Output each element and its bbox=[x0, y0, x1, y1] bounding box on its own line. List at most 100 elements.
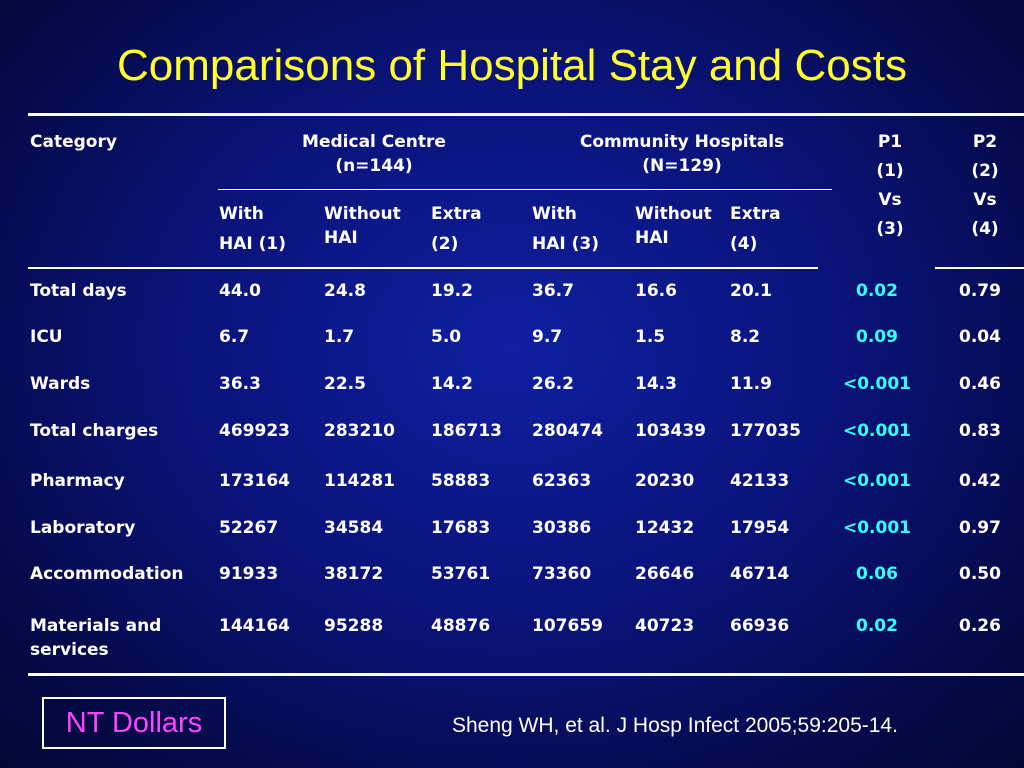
row-p2-value: 0.79 bbox=[959, 281, 1001, 301]
row-value: 58883 bbox=[431, 471, 491, 491]
subheader-extra-4-line2: (4) bbox=[730, 234, 758, 254]
row-category: Accommodation bbox=[30, 564, 184, 584]
subheader-with-hai-3-line2: HAI (3) bbox=[532, 234, 599, 254]
row-p1-value: 0.02 bbox=[856, 616, 898, 636]
p2-header-line2: (2) bbox=[971, 161, 999, 181]
row-value: 30386 bbox=[532, 518, 592, 538]
row-value: 173164 bbox=[219, 471, 290, 491]
header-rule-left bbox=[28, 267, 818, 269]
row-value: 103439 bbox=[635, 421, 706, 441]
row-value: 283210 bbox=[324, 421, 395, 441]
row-value: 17683 bbox=[431, 518, 491, 538]
row-value: 1.5 bbox=[635, 327, 666, 347]
subheader-extra-2-line2: (2) bbox=[431, 234, 459, 254]
row-category: Wards bbox=[30, 374, 91, 394]
row-value: 8.2 bbox=[730, 327, 761, 347]
row-value: 48876 bbox=[431, 616, 491, 636]
subheader-without-hai-1-line1: Without bbox=[324, 204, 401, 224]
row-value: 19.2 bbox=[431, 281, 473, 301]
header-rule-right bbox=[935, 267, 1024, 269]
row-value: 177035 bbox=[730, 421, 801, 441]
row-value: 44.0 bbox=[219, 281, 261, 301]
category-header: Category bbox=[30, 132, 117, 152]
row-p1-value: <0.001 bbox=[842, 471, 912, 491]
row-value: 26.2 bbox=[532, 374, 574, 394]
table-top-rule bbox=[28, 113, 1024, 116]
row-value: 11.9 bbox=[730, 374, 772, 394]
row-value: 20.1 bbox=[730, 281, 772, 301]
row-p2-value: 0.97 bbox=[959, 518, 1001, 538]
p1-header-line1: P1 bbox=[877, 132, 903, 152]
row-value: 46714 bbox=[730, 564, 790, 584]
row-value: 14.3 bbox=[635, 374, 677, 394]
row-category-line2: services bbox=[30, 640, 109, 660]
row-p1-value: <0.001 bbox=[842, 421, 912, 441]
row-value: 16.6 bbox=[635, 281, 677, 301]
row-p1-value: 0.06 bbox=[856, 564, 898, 584]
row-value: 36.3 bbox=[219, 374, 261, 394]
row-value: 114281 bbox=[324, 471, 395, 491]
community-hospitals-header: Community Hospitals bbox=[579, 132, 785, 152]
row-value: 73360 bbox=[532, 564, 592, 584]
p1-header-line4: (3) bbox=[876, 219, 904, 239]
medical-centre-header: Medical Centre bbox=[302, 132, 446, 152]
p2-header-line3: Vs bbox=[973, 190, 997, 210]
table-bottom-rule bbox=[28, 673, 1024, 676]
row-category: ICU bbox=[30, 327, 63, 347]
row-value: 20230 bbox=[635, 471, 695, 491]
row-value: 24.8 bbox=[324, 281, 366, 301]
subheader-without-hai-1-line2: HAI bbox=[324, 228, 358, 248]
row-value: 107659 bbox=[532, 616, 603, 636]
row-value: 6.7 bbox=[219, 327, 250, 347]
citation: Sheng WH, et al. J Hosp Infect 2005;59:2… bbox=[452, 714, 898, 737]
row-value: 38172 bbox=[324, 564, 384, 584]
group-header-rule bbox=[218, 189, 832, 190]
row-category: Materials and bbox=[30, 616, 162, 636]
subheader-without-hai-2-line1: Without bbox=[635, 204, 712, 224]
row-value: 9.7 bbox=[532, 327, 563, 347]
row-value: 36.7 bbox=[532, 281, 574, 301]
row-value: 91933 bbox=[219, 564, 279, 584]
subheader-with-hai-1-line2: HAI (1) bbox=[219, 234, 286, 254]
row-value: 62363 bbox=[532, 471, 592, 491]
row-p2-value: 0.50 bbox=[959, 564, 1001, 584]
subheader-extra-2-line1: Extra bbox=[431, 204, 482, 224]
row-value: 1.7 bbox=[324, 327, 355, 347]
row-value: 42133 bbox=[730, 471, 790, 491]
p2-header-line1: P2 bbox=[972, 132, 998, 152]
row-p1-value: 0.09 bbox=[856, 327, 898, 347]
subheader-with-hai-3-line1: With bbox=[532, 204, 577, 224]
row-value: 469923 bbox=[219, 421, 290, 441]
subheader-extra-4-line1: Extra bbox=[730, 204, 781, 224]
row-value: 40723 bbox=[635, 616, 695, 636]
row-p1-value: <0.001 bbox=[842, 374, 912, 394]
row-category: Pharmacy bbox=[30, 471, 125, 491]
p1-header-line3: Vs bbox=[878, 190, 902, 210]
subheader-without-hai-2-line2: HAI bbox=[635, 228, 669, 248]
p1-header-line2: (1) bbox=[876, 161, 904, 181]
row-value: 186713 bbox=[431, 421, 502, 441]
subheader-with-hai-1-line1: With bbox=[219, 204, 264, 224]
row-p2-value: 0.46 bbox=[959, 374, 1001, 394]
row-value: 95288 bbox=[324, 616, 384, 636]
row-p1-value: 0.02 bbox=[856, 281, 898, 301]
medical-centre-n: (n=144) bbox=[335, 156, 413, 176]
page-title: Comparisons of Hospital Stay and Costs bbox=[117, 41, 907, 90]
row-category: Total days bbox=[30, 281, 127, 301]
row-p2-value: 0.83 bbox=[959, 421, 1001, 441]
row-category: Laboratory bbox=[30, 518, 136, 538]
row-value: 26646 bbox=[635, 564, 695, 584]
row-value: 144164 bbox=[219, 616, 290, 636]
p2-header-line4: (4) bbox=[971, 219, 999, 239]
row-p1-value: <0.001 bbox=[842, 518, 912, 538]
community-hospitals-n: (N=129) bbox=[642, 156, 722, 176]
row-value: 280474 bbox=[532, 421, 603, 441]
row-category: Total charges bbox=[30, 421, 159, 441]
row-value: 22.5 bbox=[324, 374, 366, 394]
currency-note: NT Dollars bbox=[42, 697, 226, 749]
row-p2-value: 0.42 bbox=[959, 471, 1001, 491]
row-value: 53761 bbox=[431, 564, 491, 584]
row-value: 34584 bbox=[324, 518, 384, 538]
row-value: 17954 bbox=[730, 518, 790, 538]
row-value: 14.2 bbox=[431, 374, 473, 394]
